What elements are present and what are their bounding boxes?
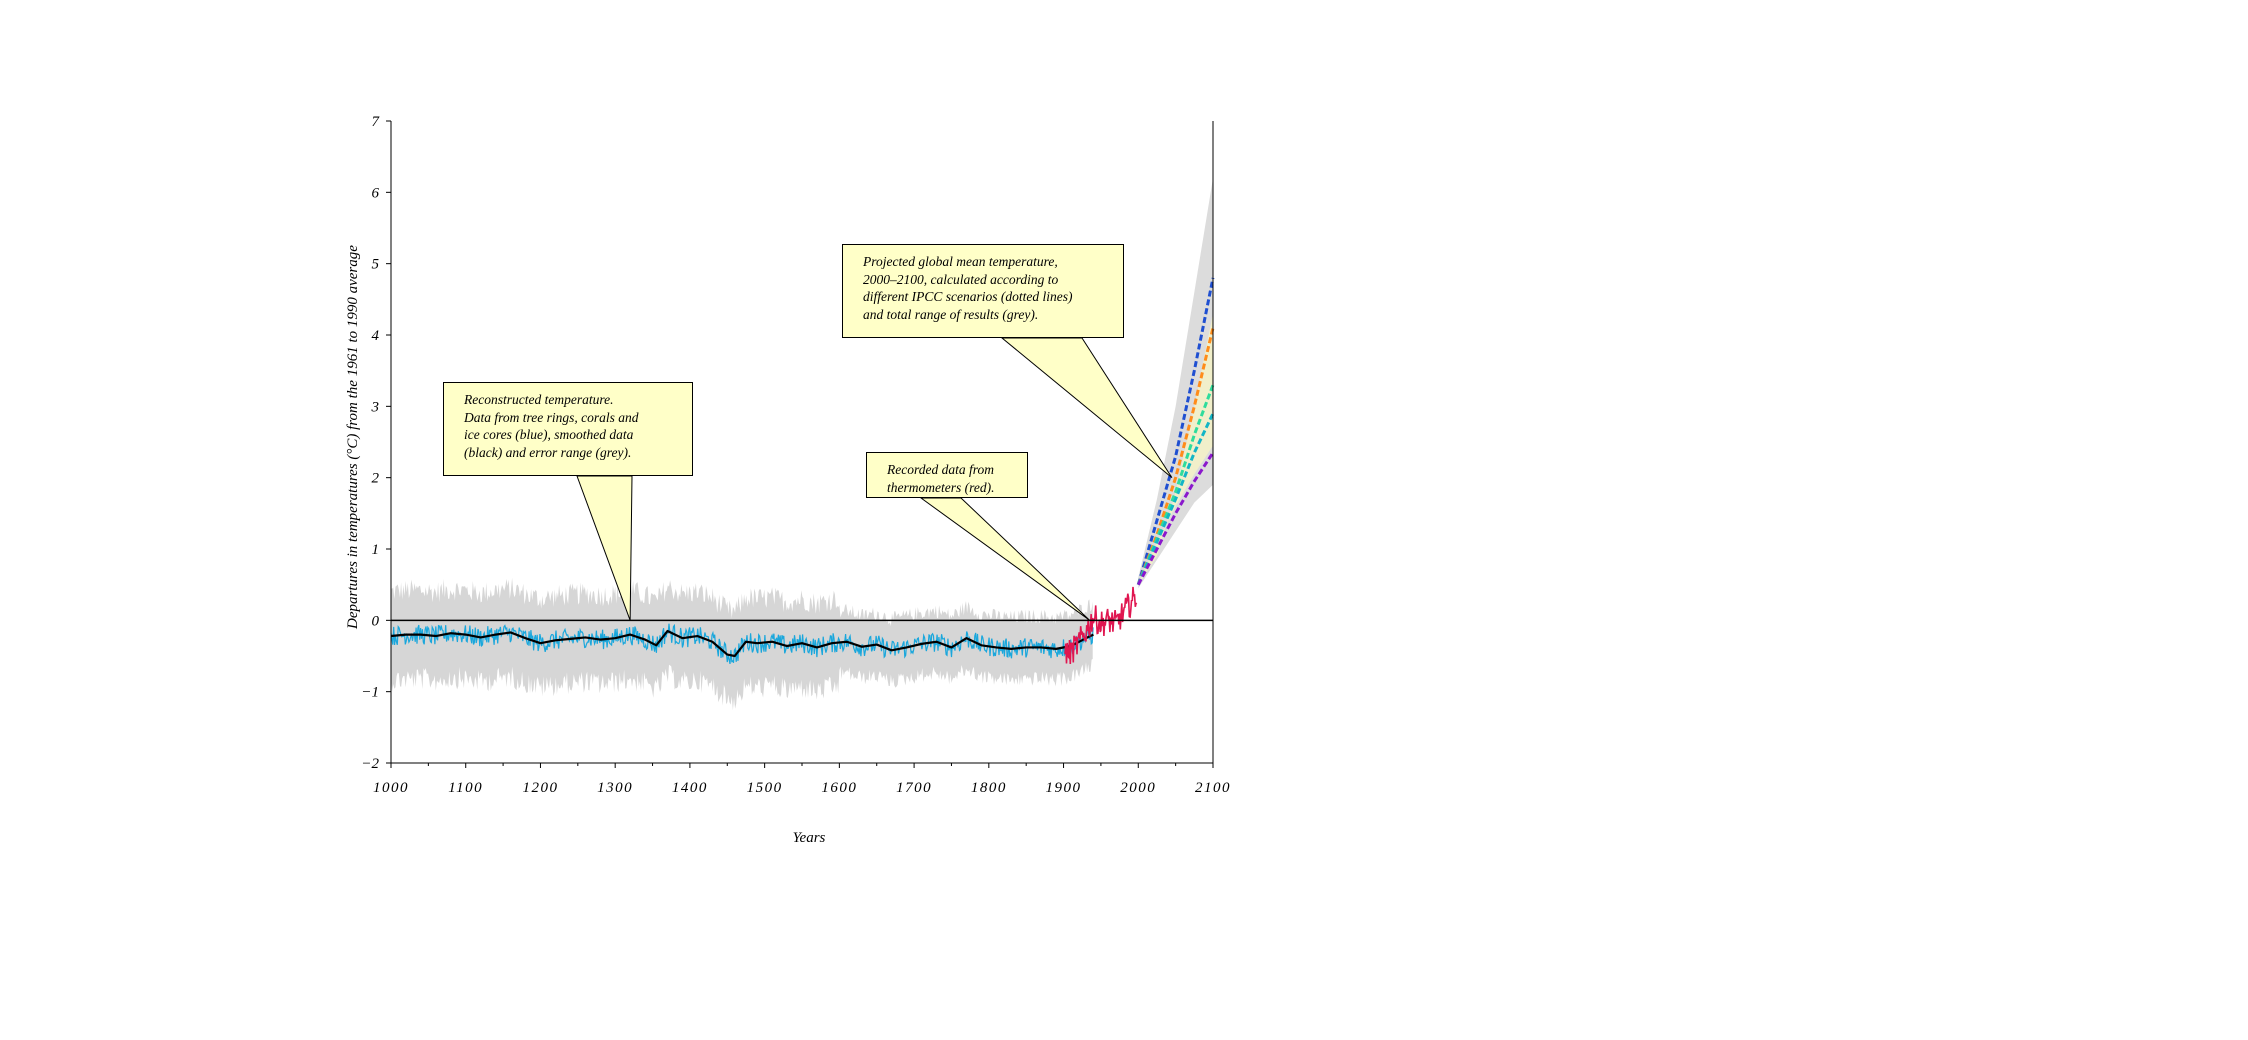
axes: −2 −1 0 1 2 3 4 5 6 7 1000 1100 1200 1300 1400 1500 1600… [361,114,1231,796]
scenario-line [1136,412,1215,586]
annotation-line: ice cores (blue), smoothed data [464,427,634,443]
smoothed-series-line [390,629,1094,658]
projection-inner-band [1138,313,1213,585]
x-tick-label: 2000 [1120,780,1156,796]
y-axis-title: Departures in temperatures (°C) from the… [345,245,361,630]
annotation-projected: Projected global mean temperature, 2000–… [842,244,1124,338]
y-tick-label: 7 [372,114,381,130]
x-tick-label: 2100 [1195,780,1231,796]
y-tick-label: −2 [361,756,379,772]
annotation-line: (black) and error range (grey). [464,444,632,460]
annotation-recorded: Recorded data from thermometers (red). [866,452,1028,498]
annotation-pointers [576,337,1173,621]
scenario-line [1136,384,1215,586]
x-tick-label: 1900 [1046,780,1082,796]
scenario-line [1136,451,1215,586]
x-tick-label: 1700 [896,780,932,796]
y-tick-label: 2 [372,471,380,487]
scenario-line [1136,277,1215,586]
y-tick-label: 6 [372,185,380,201]
annotation-line: Recorded data from [887,462,994,477]
x-tick-label: 1000 [373,780,409,796]
annotation-pointer [1000,337,1173,479]
error-range-bands [391,178,1213,711]
annotation-line: thermometers (red). [887,479,995,495]
x-tick-label: 1800 [971,780,1007,796]
y-tick-label: 5 [372,257,380,273]
x-tick-label: 1300 [597,780,633,796]
annotation-pointer [919,497,1091,621]
projection-range-band [1138,178,1213,589]
y-tick-label: 0 [372,613,380,629]
x-tick-label: 1500 [747,780,783,796]
x-tick-label: 1600 [821,780,857,796]
x-tick-label: 1200 [522,780,558,796]
reconstructed-series-line [390,623,1094,665]
x-axis-title: Years [793,830,826,846]
y-tick-label: 1 [372,542,380,558]
y-tick-label: 4 [372,328,380,344]
annotation-line: Data from tree rings, corals and [464,409,639,425]
y-tick-label: 3 [371,399,380,415]
series-lines [390,277,1215,665]
annotation-line: and total range of results (grey). [863,306,1039,322]
x-tick-label: 1100 [448,780,483,796]
annotation-line: different IPCC scenarios (dotted lines) [863,289,1073,305]
annotation-line: 2000–2100, calculated according to [863,271,1059,287]
annotation-line: Reconstructed temperature. [464,392,614,407]
reconstruction-error-band [391,577,1093,711]
annotation-reconstructed: Reconstructed temperature. Data from tre… [443,382,693,476]
recorded-series-line [1064,586,1138,665]
scenario-line [1136,327,1215,586]
annotation-line: Projected global mean temperature, [863,254,1058,269]
y-tick-label: −1 [361,685,379,701]
annotation-pointer [576,475,633,621]
x-tick-label: 1400 [672,780,708,796]
